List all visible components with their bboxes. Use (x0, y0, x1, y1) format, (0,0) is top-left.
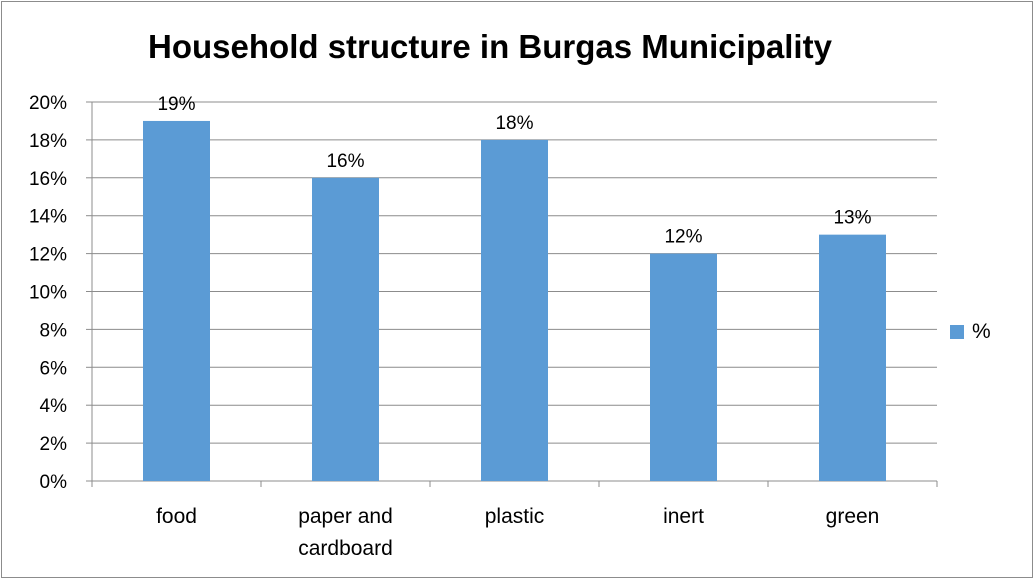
category-label: cardboard (298, 537, 393, 560)
y-tick-label: 20% (29, 93, 67, 114)
y-tick-label: 16% (29, 169, 67, 190)
bar (481, 139, 548, 481)
bar (312, 177, 379, 482)
category-label: inert (663, 505, 704, 528)
y-tick-label: 4% (40, 396, 68, 417)
data-label: 16% (326, 151, 364, 172)
legend: % (950, 320, 991, 344)
y-tick-label: 18% (29, 131, 67, 152)
y-tick-label: 14% (29, 207, 67, 228)
category-label: paper and (298, 505, 393, 528)
y-tick-label: 10% (29, 283, 67, 304)
legend-swatch (950, 325, 964, 339)
y-tick-label: 8% (40, 320, 68, 341)
data-label: 18% (495, 113, 533, 134)
category-label: plastic (485, 505, 545, 528)
category-label: food (156, 505, 197, 528)
chart-title: Household structure in Burgas Municipali… (148, 28, 832, 65)
data-label: 19% (157, 94, 195, 115)
y-tick-label: 12% (29, 245, 67, 266)
data-label: 12% (664, 227, 702, 248)
bar (650, 253, 717, 481)
y-tick-label: 6% (40, 358, 68, 379)
category-label: green (826, 505, 880, 528)
bar (819, 234, 886, 481)
bar (143, 120, 210, 481)
legend-label: % (972, 320, 991, 343)
data-label: 13% (833, 208, 871, 229)
y-tick-label: 0% (40, 472, 68, 493)
y-tick-label: 2% (40, 434, 68, 455)
